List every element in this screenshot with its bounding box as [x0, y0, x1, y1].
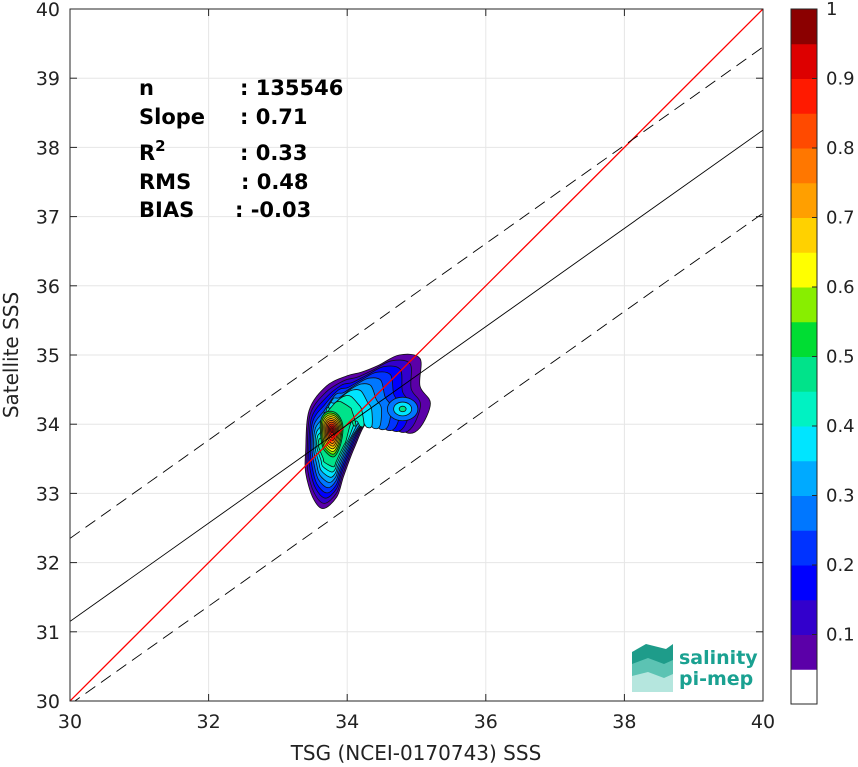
colorbar-band [791, 321, 817, 357]
y-axis-label: Satellite SSS [0, 292, 23, 418]
lower-bound-line [74, 212, 763, 701]
colorbar-band [791, 599, 817, 635]
stat-label: n [139, 76, 154, 100]
colorbar-band [791, 252, 817, 288]
colorbar-tick-label: 0.2 [826, 555, 855, 576]
colorbar: 0.1 0.2 0.3 0.4 0.5 0.6 0.7 0.8 0.9 1 [790, 0, 855, 705]
colorbar-band [791, 78, 817, 114]
upper-bound-line [70, 46, 763, 539]
fit-lines [70, 9, 763, 701]
identity-line [70, 9, 763, 701]
colorbar-tick-label: 0.5 [826, 347, 855, 368]
stat-value: : -0.03 [235, 198, 311, 222]
y-tick-label: 34 [36, 414, 60, 436]
colorbar-band [791, 287, 817, 323]
y-tick-label: 35 [36, 345, 60, 367]
colorbar-tick-label: 0.1 [826, 625, 855, 646]
colorbar-band [791, 182, 817, 218]
stat-label: BIAS [139, 198, 194, 222]
y-tick-label: 40 [36, 0, 60, 21]
stat-value: : 0.48 [241, 170, 309, 194]
colorbar-band [791, 530, 817, 566]
y-tick-label: 36 [36, 276, 60, 298]
colorbar-tick-label: 0.4 [826, 416, 855, 437]
colorbar-band [791, 634, 817, 670]
colorbar-band [791, 565, 817, 601]
x-tick-label: 36 [474, 711, 498, 733]
y-tick-label: 37 [36, 207, 60, 229]
stat-label: RMS [139, 170, 191, 194]
y-tick-label: 31 [36, 622, 60, 644]
colorbar-band [791, 43, 817, 79]
x-tick-label: 40 [751, 711, 775, 733]
colorbar-band [791, 495, 817, 531]
colorbar-band [791, 148, 817, 184]
logo-line-2: pi-mep [679, 668, 753, 690]
regression-line [70, 129, 763, 622]
y-tick-label: 30 [36, 691, 60, 713]
colorbar-band [791, 460, 817, 496]
stat-label-superscript: 2 [155, 137, 165, 155]
logo-line-1: salinity [679, 647, 758, 669]
colorbar-tick-label: 0.8 [826, 138, 855, 159]
contour-secondary-peak [398, 405, 407, 413]
stat-value: : 0.71 [240, 105, 308, 129]
y-tick-label: 39 [36, 68, 60, 90]
y-tick-label: 32 [36, 553, 60, 575]
colorbar-band [791, 113, 817, 149]
x-axis-label: TSG (NCEI-0170743) SSS [290, 741, 542, 765]
stat-label: Slope [139, 105, 205, 129]
stat-value: : 0.33 [240, 141, 308, 165]
colorbar-band [791, 9, 817, 45]
colorbar-tick-label: 0.3 [826, 486, 855, 507]
y-tick-label: 38 [36, 137, 60, 159]
colorbar-tick-label: 0.7 [826, 208, 855, 229]
x-tick-label: 34 [335, 711, 359, 733]
colorbar-tick-label: 0.6 [826, 277, 855, 298]
x-tick-label: 38 [612, 711, 636, 733]
colorbar-tick-label: 0.9 [826, 69, 855, 90]
x-axis: 30 32 34 36 38 40 [58, 9, 775, 733]
colorbar-band [791, 356, 817, 392]
y-tick-label: 33 [36, 483, 60, 505]
salinity-pi-mep-logo: salinity pi-mep [632, 644, 758, 692]
y-axis: 30 31 32 33 34 35 36 37 38 39 40 [36, 0, 763, 713]
stat-value: : 135546 [240, 76, 343, 100]
logo-wave-icon [632, 644, 673, 692]
x-tick-label: 32 [197, 711, 221, 733]
colorbar-band [791, 426, 817, 462]
colorbar-band [791, 391, 817, 427]
colorbar-empty-band [791, 669, 817, 704]
colorbar-band [791, 217, 817, 253]
x-tick-label: 30 [58, 711, 82, 733]
colorbar-tick-label: 1 [826, 0, 837, 20]
contour-level [330, 427, 334, 434]
